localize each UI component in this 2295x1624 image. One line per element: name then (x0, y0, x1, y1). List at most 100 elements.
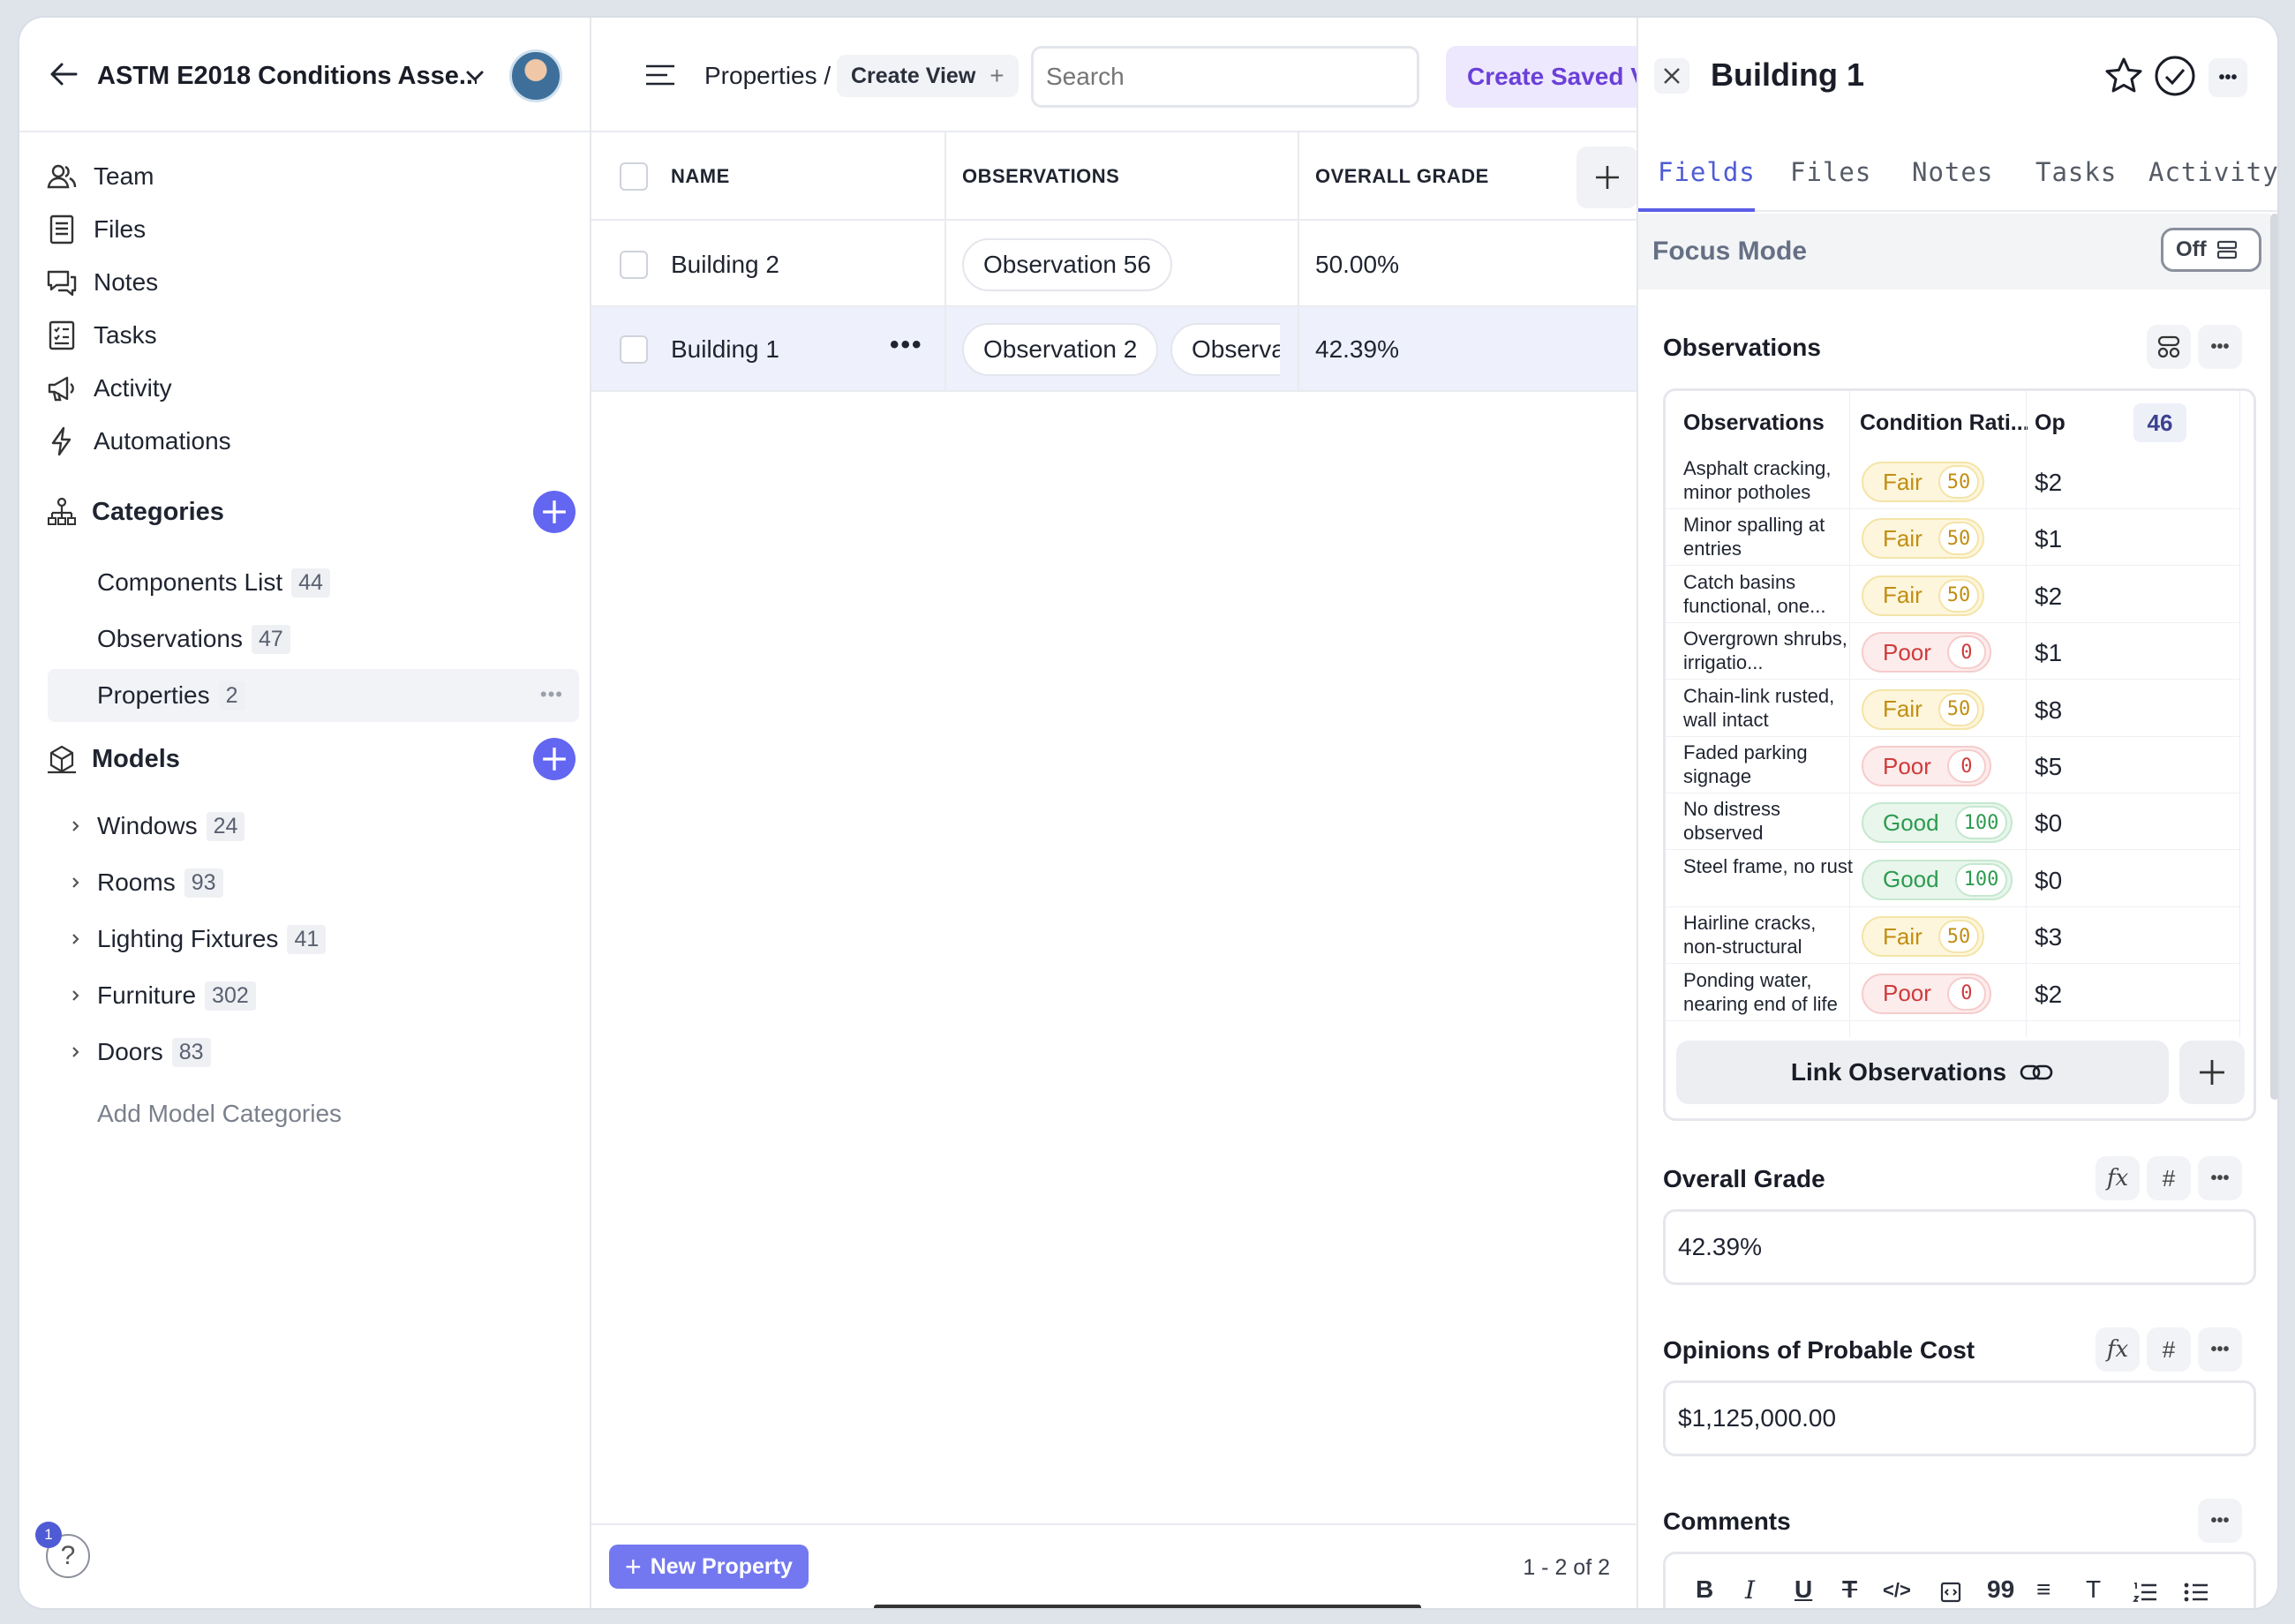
chevron-right-icon[interactable] (69, 817, 83, 835)
tab-fields[interactable]: Fields (1658, 157, 1756, 187)
observation-row[interactable]: Catch basins functional, one... Fair 50 $2 (1666, 567, 2239, 623)
code-icon[interactable]: </> (1883, 1579, 1911, 1601)
link-observations-button[interactable]: Link Observations (1676, 1041, 2169, 1104)
condition-rating-pill[interactable]: Fair 50 (1862, 688, 1985, 730)
condition-rating-pill[interactable]: Fair 50 (1862, 575, 1985, 616)
code-block-icon[interactable] (1939, 1581, 1962, 1604)
obs-header-condition[interactable]: Condition Rati... (1860, 410, 2028, 435)
condition-rating-pill[interactable]: Good 100 (1862, 802, 2013, 844)
chevron-right-icon[interactable] (69, 930, 83, 948)
formula-icon[interactable]: fx (2096, 1156, 2140, 1200)
text-size-icon[interactable]: T (2086, 1575, 2102, 1603)
column-header-name[interactable]: NAME (671, 165, 730, 187)
model-item[interactable]: Rooms 93 (48, 856, 579, 909)
search-input[interactable] (1031, 46, 1419, 108)
observations-more-button[interactable]: ••• (2198, 325, 2242, 369)
strikethrough-icon[interactable]: T (1842, 1575, 1858, 1603)
condition-rating-pill[interactable]: Poor 0 (1862, 746, 1991, 786)
observation-row[interactable]: Ponding water, nearing end of life Poor 0 $… (1666, 965, 2239, 1021)
create-view-button[interactable]: Create View + (837, 55, 1019, 97)
sidebar-item-files[interactable]: Files (46, 203, 567, 256)
italic-icon[interactable]: I (1745, 1575, 1756, 1605)
new-property-button[interactable]: + New Property (609, 1545, 809, 1589)
tab-files[interactable]: Files (1790, 157, 1872, 187)
observation-chip[interactable]: Observation 56 (962, 238, 1172, 291)
category-item-active[interactable]: Properties 2 ••• (48, 669, 579, 722)
comments-more-button[interactable]: ••• (2198, 1499, 2242, 1543)
condition-rating-pill[interactable]: Poor 0 (1862, 632, 1991, 673)
align-icon[interactable]: ≡ (2036, 1575, 2051, 1603)
obs-header-cost[interactable]: Op (2035, 410, 2066, 435)
panel-scrollbar[interactable] (2270, 214, 2277, 1100)
sidebar-item-automations[interactable]: Automations (46, 415, 567, 468)
observation-row[interactable]: Steel frame, no rust Good 100 $0 (1666, 851, 2239, 907)
help-button[interactable]: ? (46, 1534, 90, 1578)
observation-row[interactable]: Asphalt cracking, minor potholes Fair 50 $2 (1666, 453, 2239, 509)
menu-icon[interactable] (644, 62, 676, 88)
model-item[interactable]: Furniture 302 (48, 969, 579, 1022)
model-item[interactable]: Doors 83 (48, 1026, 579, 1079)
add-model-categories-link[interactable]: Add Model Categories (97, 1100, 342, 1127)
avatar[interactable] (509, 49, 562, 102)
model-item[interactable]: Lighting Fixtures 41 (48, 913, 579, 966)
bullet-list-icon[interactable] (2183, 1581, 2209, 1604)
sidebar-item-tasks[interactable]: Tasks (46, 309, 567, 362)
workspace-title[interactable]: ASTM E2018 Conditions Asse... (97, 62, 477, 90)
add-column-button[interactable] (1576, 147, 1638, 208)
underline-icon[interactable]: U (1795, 1575, 1813, 1603)
panel-more-button[interactable]: ••• (2208, 58, 2247, 97)
number-format-icon[interactable]: # (2147, 1156, 2191, 1200)
tab-notes[interactable]: Notes (1912, 157, 1994, 187)
probable-cost-more-button[interactable]: ••• (2198, 1327, 2242, 1372)
model-item[interactable]: Windows 24 (48, 800, 579, 853)
tab-activity[interactable]: Activity (2148, 157, 2279, 187)
table-row-selected[interactable]: Building 1 ••• Observation 2 Observation… (591, 307, 1637, 392)
table-row[interactable]: Building 2 Observation 56 50.00% (591, 222, 1637, 307)
observation-chip[interactable]: Observation 2 (962, 323, 1159, 376)
obs-header-observations[interactable]: Observations (1683, 410, 1825, 435)
row-checkbox[interactable] (620, 251, 648, 279)
chevron-right-icon[interactable] (69, 987, 83, 1004)
add-observation-button[interactable] (2179, 1041, 2245, 1104)
condition-rating-pill[interactable]: Fair 50 (1862, 518, 1985, 560)
sidebar-item-team[interactable]: Team (46, 150, 567, 203)
bold-icon[interactable]: B (1696, 1575, 1714, 1603)
add-model-button[interactable] (533, 738, 576, 780)
quote-icon[interactable]: 99 (1987, 1575, 2015, 1603)
probable-cost-field[interactable]: $1,125,000.00 (1663, 1380, 2256, 1456)
chevron-right-icon[interactable] (69, 1043, 83, 1061)
focus-mode-toggle[interactable]: Off (2161, 228, 2261, 272)
tab-tasks[interactable]: Tasks (2035, 157, 2118, 187)
observation-row[interactable]: No distress observed Good 100 $0 (1666, 793, 2239, 851)
category-item[interactable]: Observations 47 (48, 613, 579, 665)
add-category-button[interactable] (533, 491, 576, 533)
horizontal-scrollbar[interactable] (874, 1605, 1421, 1608)
column-header-observations[interactable]: OBSERVATIONS (962, 165, 1120, 187)
chevron-down-icon[interactable] (463, 64, 487, 88)
sidebar-item-notes[interactable]: Notes (46, 256, 567, 309)
view-toggle-button[interactable] (2147, 325, 2191, 369)
condition-rating-pill[interactable]: Poor 0 (1862, 973, 1991, 1014)
select-all-checkbox[interactable] (620, 162, 648, 191)
close-panel-button[interactable] (1654, 58, 1689, 94)
row-checkbox[interactable] (620, 335, 648, 364)
number-format-icon[interactable]: # (2147, 1327, 2191, 1372)
formula-icon[interactable]: fx (2096, 1327, 2140, 1372)
observation-row[interactable]: Faded parking signage Poor 0 $5 (1666, 737, 2239, 793)
overall-grade-more-button[interactable]: ••• (2198, 1156, 2242, 1200)
observation-chip[interactable]: Observation (1170, 323, 1280, 376)
favorite-button[interactable] (2099, 51, 2148, 101)
chevron-right-icon[interactable] (69, 874, 83, 891)
observation-row[interactable]: Hairline cracks, non-structural Fair 50 $3 (1666, 907, 2239, 965)
observation-row[interactable]: Overgrown shrubs, irrigatio... Poor 0 $15 (1666, 623, 2239, 680)
condition-rating-pill[interactable]: Fair 50 (1862, 462, 1985, 502)
overall-grade-field[interactable]: 42.39% (1663, 1209, 2256, 1285)
column-header-overall-grade[interactable]: OVERALL GRADE (1315, 165, 1489, 187)
complete-button[interactable] (2150, 51, 2200, 101)
observation-row[interactable]: Chain-link rusted, wall intact Fair 50 $8 (1666, 680, 2239, 737)
more-options-icon[interactable]: ••• (539, 683, 563, 705)
row-more-icon[interactable]: ••• (890, 330, 923, 359)
back-arrow-icon[interactable] (46, 56, 81, 92)
numbered-list-icon[interactable] (2132, 1581, 2158, 1604)
condition-rating-pill[interactable]: Good 100 (1862, 859, 2013, 900)
